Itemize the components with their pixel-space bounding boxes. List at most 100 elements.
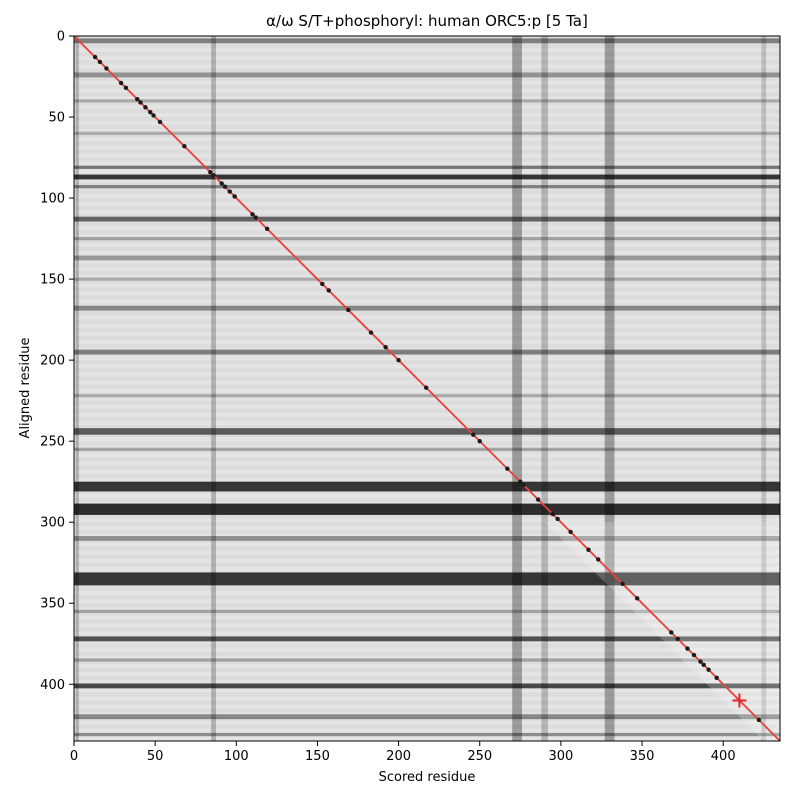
texture-row	[74, 190, 780, 194]
x-tick-label: 200	[386, 749, 411, 764]
texture-row	[74, 263, 780, 267]
dark-row-band	[74, 428, 780, 435]
y-tick-label: 250	[40, 435, 65, 450]
texture-row	[74, 68, 780, 72]
plot-frame	[73, 35, 781, 742]
texture-row	[74, 368, 780, 372]
diagonal-point	[568, 529, 573, 535]
diagonal-point	[701, 662, 706, 668]
diagonal-point	[368, 330, 374, 335]
diagonal-point	[264, 226, 270, 232]
diagonal-point	[535, 497, 541, 502]
heatmap-area	[74, 36, 780, 741]
dark-column-bands	[75, 36, 767, 741]
chart-title: α/ω S/T+phosphoryl: human ORC5:p [5 Ta]	[266, 12, 588, 30]
diagonal-point	[346, 307, 351, 313]
dark-row-band	[74, 535, 780, 541]
texture-row	[74, 117, 780, 121]
texture-row	[74, 271, 780, 275]
dark-row-band	[74, 349, 780, 355]
diagonal-point	[586, 547, 591, 552]
texture-row	[74, 312, 780, 316]
texture-row	[74, 230, 780, 234]
texture-row	[74, 441, 780, 445]
dark-row-band	[74, 216, 780, 222]
x-axis-ticks: 0 50 100 150 200 250 300 350 400	[70, 741, 736, 764]
diagonal-point	[669, 630, 674, 635]
texture-row	[74, 652, 780, 656]
texture-row	[74, 676, 780, 680]
texture-row	[74, 417, 780, 421]
dark-row-bands	[74, 38, 780, 737]
diagonal-point	[698, 659, 703, 664]
diagonal-point	[250, 212, 255, 217]
diagonal-point	[326, 288, 332, 293]
texture-row	[74, 287, 780, 291]
x-tick-label: 400	[711, 749, 736, 764]
diagonal-point	[714, 675, 719, 680]
texture-row	[74, 401, 780, 405]
texture-row	[74, 198, 780, 202]
x-axis-title: Scored residue	[379, 770, 476, 785]
texture-row	[74, 158, 780, 162]
diagonal-points	[92, 54, 762, 723]
dark-row-band	[74, 394, 780, 398]
diagonal-point	[135, 97, 140, 102]
dark-row-band	[74, 185, 780, 189]
texture-row	[74, 725, 780, 729]
y-tick-label: 200	[40, 354, 65, 369]
diagonal-point	[518, 479, 523, 484]
dark-column-band	[761, 36, 767, 741]
diagonal-point	[320, 281, 325, 287]
diagonal-point	[151, 113, 156, 118]
texture-row	[74, 457, 780, 461]
dark-column-band	[211, 36, 217, 741]
dark-row-band	[74, 174, 780, 180]
dark-row-band	[74, 277, 780, 281]
diagonal-point	[208, 169, 213, 175]
y-tick-label: 150	[40, 273, 65, 288]
y-axis-ticks: 0 50 100 150 200 250 300 350 400	[40, 30, 74, 693]
diagonal-point	[222, 184, 228, 189]
x-tick-label: 0	[70, 749, 78, 764]
texture-row	[74, 247, 780, 251]
diagonal-point	[253, 215, 258, 220]
texture-row	[74, 692, 780, 696]
dark-row-band	[74, 131, 780, 135]
diagonal-point	[118, 80, 124, 86]
diagonal-point	[505, 466, 510, 471]
diagonal-point	[423, 385, 429, 390]
texture-row	[74, 328, 780, 332]
texture-row	[74, 295, 780, 299]
texture-row	[74, 376, 780, 380]
texture-row	[74, 668, 780, 672]
dark-row-band	[74, 99, 780, 103]
texture-row	[74, 85, 780, 89]
dark-row-band	[74, 481, 780, 492]
diagonal-point	[756, 717, 762, 723]
texture-row	[74, 465, 780, 469]
dark-row-band	[74, 72, 780, 78]
x-tick-label: 300	[548, 749, 573, 764]
dark-row-band	[74, 572, 780, 586]
dark-row-band	[74, 658, 780, 662]
dark-row-band	[74, 714, 780, 720]
dark-column-band	[541, 36, 548, 741]
texture-row	[74, 709, 780, 713]
diagonal-point	[92, 54, 98, 60]
diagonal-point	[219, 181, 224, 186]
y-axis-title: Aligned residue	[18, 338, 33, 439]
dark-row-band	[74, 683, 780, 689]
diagonal-point	[685, 646, 690, 651]
texture-row	[74, 344, 780, 348]
dark-row-band	[74, 165, 780, 169]
x-tick-label: 50	[147, 749, 164, 764]
dark-row-band	[74, 732, 780, 737]
x-tick-label: 350	[630, 749, 655, 764]
diagonal-point	[555, 516, 560, 522]
y-tick-label: 50	[48, 111, 65, 126]
diagonal-point	[143, 105, 148, 110]
dark-row-band	[74, 255, 780, 261]
diagonal-point	[596, 557, 601, 562]
diagonal-point	[396, 357, 401, 363]
